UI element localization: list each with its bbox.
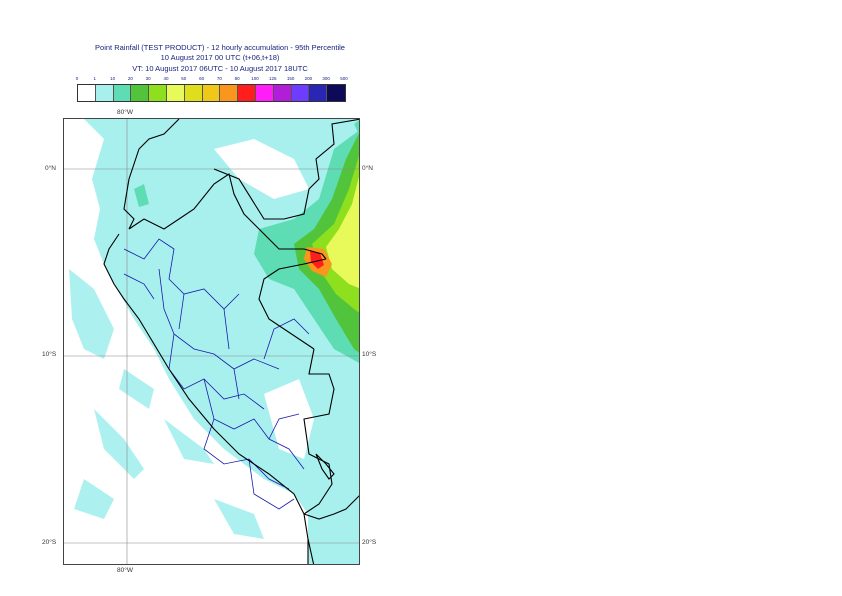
legend-swatch bbox=[113, 85, 132, 101]
legend-tick-label: 30 bbox=[145, 76, 151, 81]
lat-label-10-right: 10°S bbox=[362, 351, 377, 358]
legend-swatch bbox=[309, 85, 328, 101]
legend-tick-label: 20 bbox=[127, 76, 133, 81]
valid-time-label: VT: 10 August 2017 06UTC - 10 August 201… bbox=[132, 64, 308, 73]
legend-tick-label: 10 bbox=[110, 76, 116, 81]
map-canvas bbox=[64, 119, 359, 564]
lat-label-20-left: 20°S bbox=[42, 539, 57, 546]
legend-swatch bbox=[78, 85, 96, 101]
legend-swatch bbox=[184, 85, 203, 101]
legend-swatch bbox=[166, 85, 185, 101]
ocean-light-patches bbox=[69, 269, 264, 539]
legend-swatch bbox=[220, 85, 239, 101]
country-borders bbox=[103, 119, 359, 564]
legend-swatch bbox=[95, 85, 114, 101]
legend-swatch bbox=[273, 85, 292, 101]
legend-tick-label: 100 bbox=[251, 76, 259, 81]
legend-tick-label: 80 bbox=[234, 76, 240, 81]
legend-tick-label: 70 bbox=[216, 76, 222, 81]
map-title: Point Rainfall (TEST PRODUCT) - 12 hourl… bbox=[95, 43, 345, 52]
legend-tick-label: 500 bbox=[340, 76, 348, 81]
land-clear-area-andes bbox=[264, 379, 314, 459]
color-legend bbox=[77, 84, 346, 102]
legend-tick-label: 300 bbox=[322, 76, 330, 81]
lon-label-top: 80°W bbox=[117, 109, 133, 116]
legend-swatch bbox=[131, 85, 150, 101]
legend-tick-label: 0 bbox=[75, 76, 79, 81]
rain-field-yellow bbox=[326, 176, 359, 289]
lat-label-10-left: 10°S bbox=[42, 351, 57, 358]
legend-swatch bbox=[255, 85, 274, 101]
legend-tick-label: 40 bbox=[163, 76, 169, 81]
legend-tick-label: 200 bbox=[304, 76, 313, 81]
rainfall-map[interactable] bbox=[63, 118, 360, 565]
legend-tick-label: 150 bbox=[286, 76, 295, 81]
legend-swatch bbox=[202, 85, 221, 101]
rain-maximum-red bbox=[310, 251, 324, 269]
legend-swatch bbox=[327, 85, 345, 101]
lat-label-20-right: 20°S bbox=[362, 539, 377, 546]
legend-tick-label: 50 bbox=[181, 76, 187, 81]
legend-tick-label: 125 bbox=[269, 76, 277, 81]
admin-boundaries bbox=[123, 238, 310, 510]
legend-swatch bbox=[238, 85, 256, 101]
lat-label-0-right: 0°N bbox=[362, 165, 373, 172]
lat-label-0-left: 0°N bbox=[45, 165, 56, 172]
legend-swatch bbox=[291, 85, 310, 101]
legend-tick-label: 60 bbox=[199, 76, 205, 81]
legend-tick-labels: 0 1 10 20 30 40 50 60 70 80 100 125 150 200 300 500 bbox=[0, 76, 842, 84]
legend-tick-label: 1 bbox=[93, 76, 97, 81]
run-time-label: 10 August 2017 00 UTC (t+06,t+18) bbox=[160, 53, 280, 62]
lon-label-bottom: 80°W bbox=[117, 567, 133, 574]
legend-swatch bbox=[149, 85, 167, 101]
